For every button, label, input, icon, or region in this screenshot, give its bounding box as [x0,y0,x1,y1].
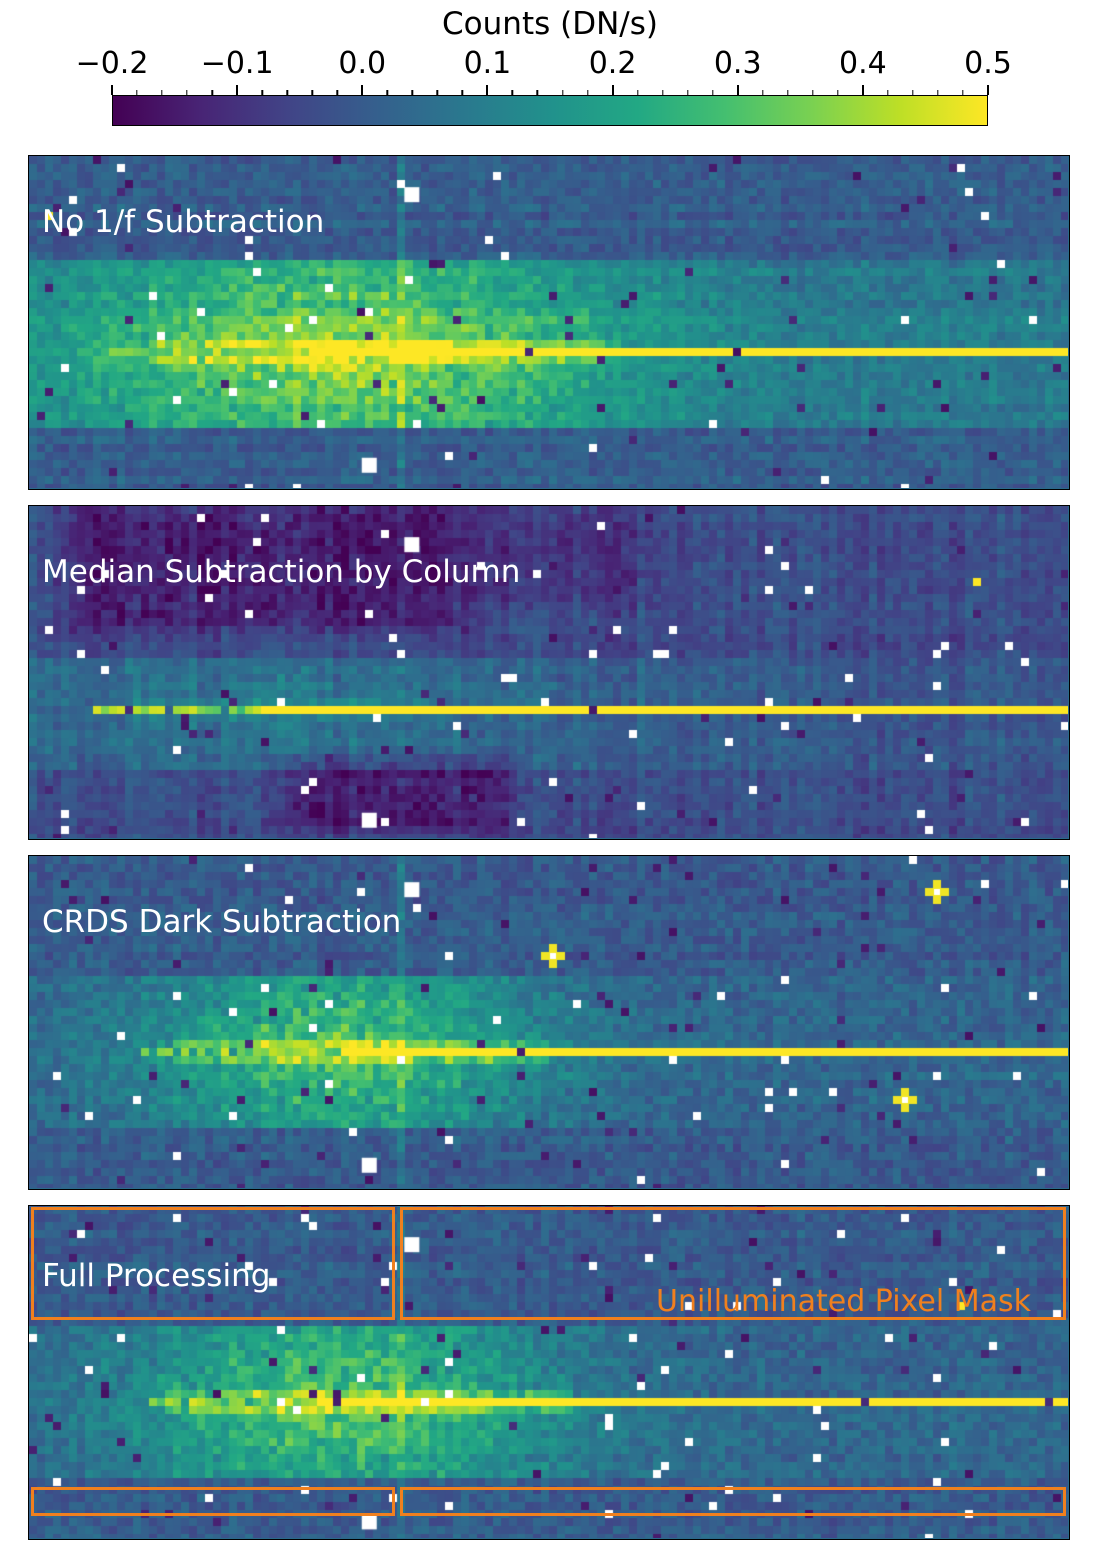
colorbar-tick-mark [736,85,739,95]
colorbar-tick-mark [987,85,989,95]
colorbar-tick-label-4: 0.2 [588,46,637,81]
colorbar-tick-mark [837,90,839,95]
colorbar-tick-mark [861,85,864,95]
colorbar-tick-label-5: 0.3 [713,46,762,81]
colorbar-tick-mark [486,85,489,95]
panel-label-median-subtraction-by-column: Median Subtraction by Column [42,554,521,590]
panel-crds-dark-subtraction: CRDS Dark Subtraction [28,855,1070,1190]
mask-label: Unilluminated Pixel Mask [656,1284,1031,1319]
colorbar-tick-mark [286,90,288,95]
heatmap-no-1f-subtraction [29,156,1068,488]
colorbar-tick-mark [937,90,939,95]
colorbar-tick-mark [787,90,789,95]
colorbar-gradient [112,95,988,126]
colorbar-tick-mark [111,85,113,95]
panel-label-full-processing: Full Processing [42,1258,271,1294]
colorbar-tick-mark [887,90,889,95]
colorbar-tick-mark [511,90,514,95]
colorbar-tick-label-1: −0.1 [200,46,274,81]
panel-no-1f-subtraction: No 1/f Subtraction [28,155,1070,490]
colorbar-tick-mark [136,90,138,95]
colorbar-tick-marks [111,85,989,95]
colorbar-title: Counts (DN/s) [442,6,658,42]
panel-label-crds-dark-subtraction: CRDS Dark Subtraction [42,904,402,940]
colorbar-tick-mark [686,90,689,95]
colorbar-tick-mark [586,90,589,95]
colorbar-tick-mark [311,90,313,95]
colorbar-tick-mark [461,90,464,95]
colorbar-tick-mark [236,85,239,95]
colorbar-tick-mark [636,90,639,95]
colorbar-tick-mark [211,90,213,95]
colorbar-tick-mark [536,90,539,95]
heatmap-crds-dark-subtraction [29,856,1068,1188]
colorbar-tick-mark [611,85,614,95]
colorbar-tick-mark [336,90,338,95]
colorbar-tick-mark [812,90,814,95]
heatmap-median-subtraction-by-column [29,506,1068,838]
colorbar-tick-mark [912,90,914,95]
colorbar-tick-mark [711,90,714,95]
panel-label-no-1f-subtraction: No 1/f Subtraction [42,204,325,240]
colorbar-tick-mark [261,90,263,95]
colorbar-tick-mark [661,90,664,95]
colorbar-tick-label-0: −0.2 [75,46,149,81]
panel-full-processing: Full Processing Unilluminated Pixel Mask [28,1205,1070,1540]
colorbar-tick-mark [361,85,364,95]
panel-median-subtraction-by-column: Median Subtraction by Column [28,505,1070,840]
colorbar-tick-label-2: 0.0 [338,46,387,81]
colorbar-tick-label-7: 0.5 [964,46,1012,81]
colorbar-tick-mark [411,90,414,95]
colorbar-tick-mark [161,90,163,95]
colorbar-tick-label-6: 0.4 [838,46,887,81]
colorbar-tick-labels: −0.2 −0.1 0.0 0.1 0.2 0.3 0.4 0.5 [76,46,1012,82]
colorbar-tick-mark [186,90,188,95]
colorbar-tick-mark [762,90,764,95]
colorbar-tick-mark [436,90,439,95]
colorbar-tick-mark [386,90,389,95]
heatmap-full-processing [29,1206,1068,1538]
colorbar-tick-mark [561,90,564,95]
colorbar-tick-mark [962,90,964,95]
colorbar-tick-label-3: 0.1 [463,46,512,81]
